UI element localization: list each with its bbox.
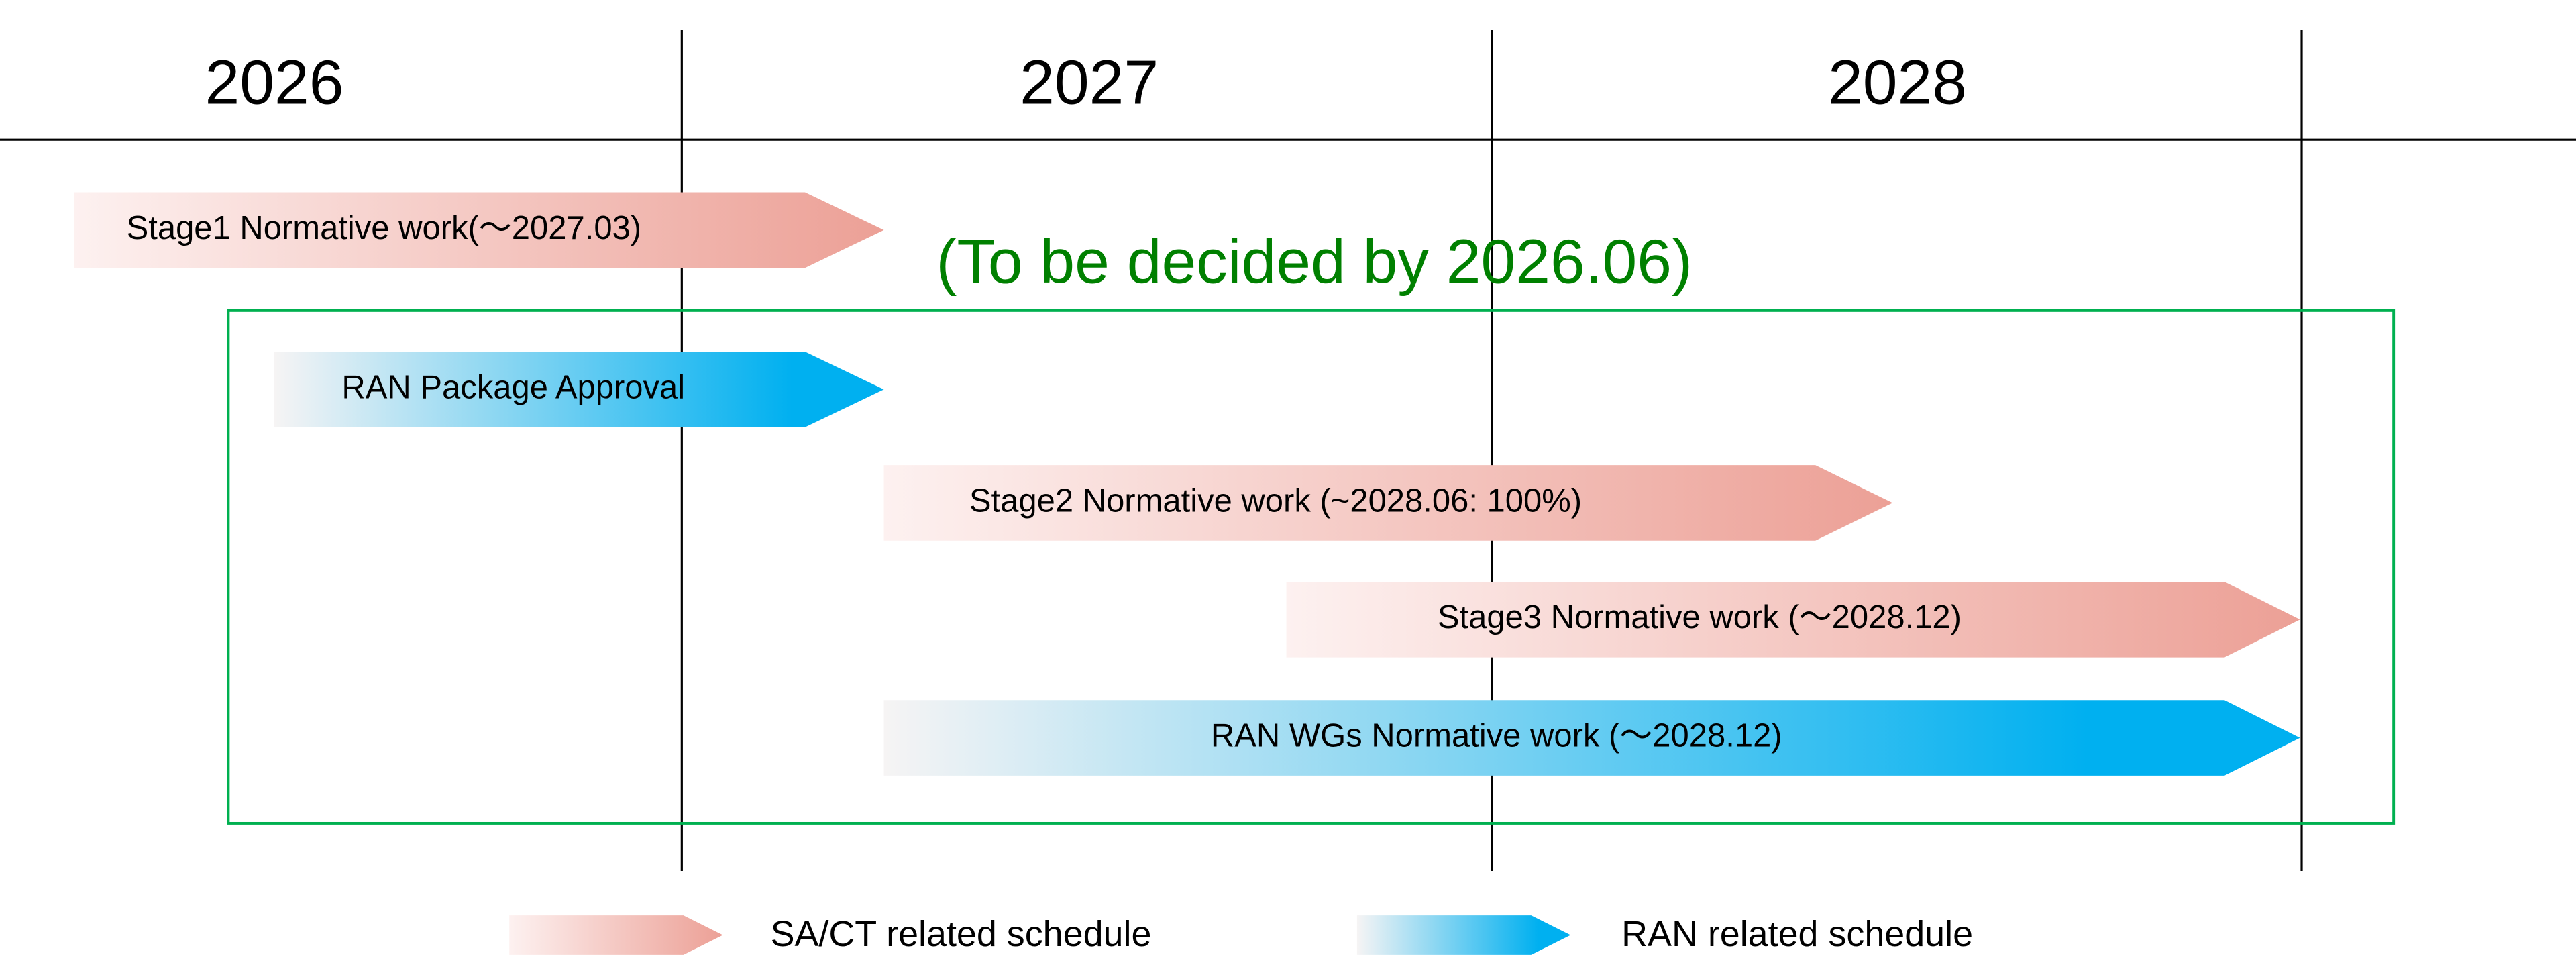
schedule-arrow bbox=[883, 465, 1893, 541]
legend-swatch bbox=[509, 915, 723, 955]
tbd-box bbox=[227, 309, 2396, 825]
legend-swatch bbox=[1356, 915, 1571, 955]
legend-label: RAN related schedule bbox=[1621, 914, 1973, 954]
schedule-label: Stage2 Normative work (~2028.06: 100%) bbox=[969, 482, 1582, 519]
year-label: 2028 bbox=[1828, 47, 1967, 117]
schedule-label: Stage3 Normative work (～2028.12) bbox=[1438, 599, 1962, 635]
schedule-label: RAN WGs Normative work (～2028.12) bbox=[1211, 718, 1782, 754]
schedule-label: Stage1 Normative work(～2027.03) bbox=[127, 210, 642, 246]
schedule-arrow bbox=[1286, 581, 2300, 658]
schedule-label: RAN Package Approval bbox=[341, 369, 685, 405]
schedule-arrow bbox=[274, 352, 884, 427]
tbd-note: (To be decided by 2026.06) bbox=[936, 226, 1693, 296]
year-label: 2026 bbox=[205, 47, 343, 117]
schedule-arrow bbox=[883, 700, 2300, 776]
year-label: 2027 bbox=[1020, 47, 1159, 117]
schedule-arrow bbox=[74, 192, 884, 268]
legend-label: SA/CT related schedule bbox=[771, 914, 1152, 954]
